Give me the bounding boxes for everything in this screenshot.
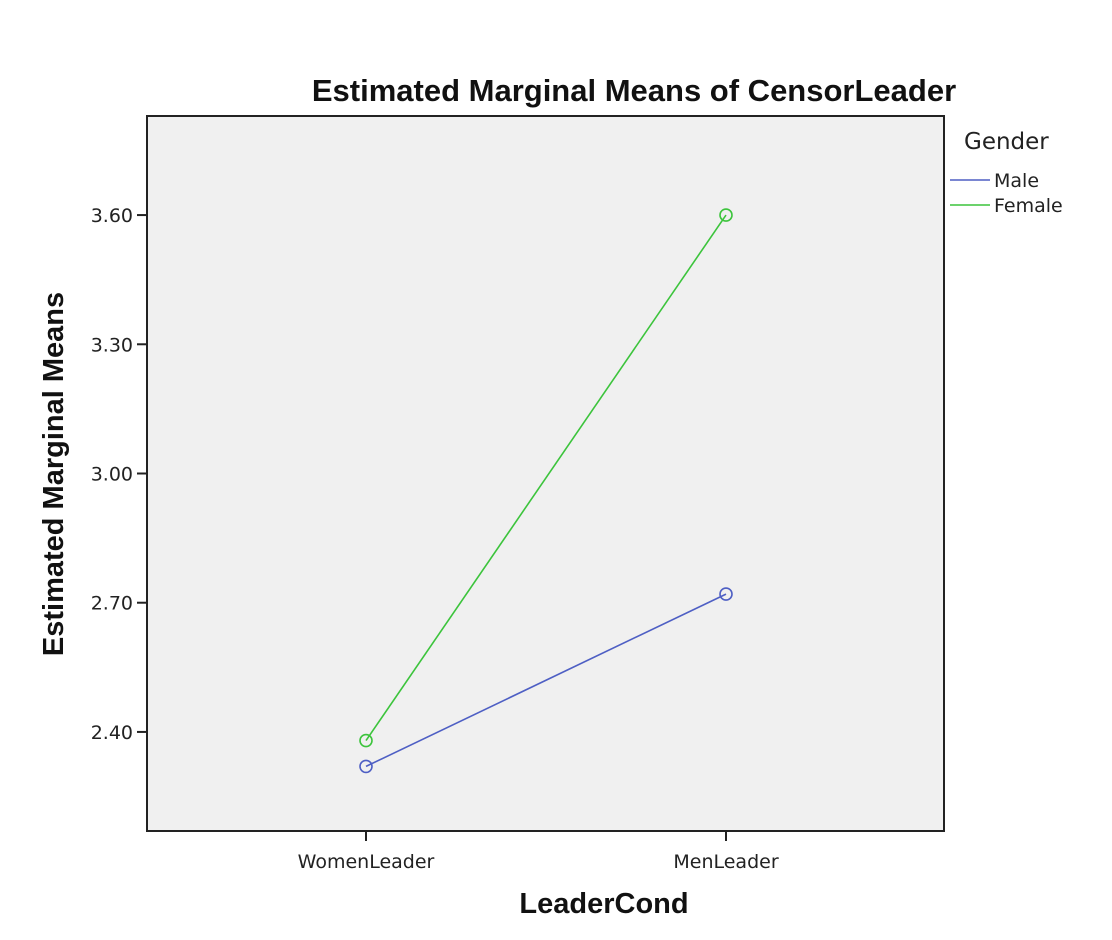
data-point-female [719,208,733,222]
y-tick-label: 3.00 [91,464,133,486]
y-tick-label: 3.30 [91,334,133,356]
series-line-male [365,593,727,768]
series-line-female [365,214,727,742]
chart-title: Estimated Marginal Means of CensorLeader [312,73,956,108]
y-tick-label: 3.60 [91,205,133,227]
y-tick-label: 2.70 [91,593,133,615]
legend: Gender Male Female [950,129,1063,217]
x-tick-label: MenLeader [673,851,778,873]
x-axis: WomenLeader MenLeader [298,831,779,873]
y-axis-title: Estimated Marginal Means [38,292,70,656]
x-tick-label: WomenLeader [298,851,435,873]
data-point-female [359,733,373,748]
series-layer [359,208,733,774]
y-tick-label: 2.40 [91,722,133,744]
legend-label-male: Male [994,170,1039,192]
data-point-male [719,587,733,601]
y-axis: 2.40 2.70 3.00 3.30 3.60 [91,205,147,744]
plot-area [146,115,945,832]
x-axis-title: LeaderCond [519,888,688,920]
data-point-male [359,759,373,774]
legend-title: Gender [964,129,1049,155]
legend-label-female: Female [994,195,1063,217]
